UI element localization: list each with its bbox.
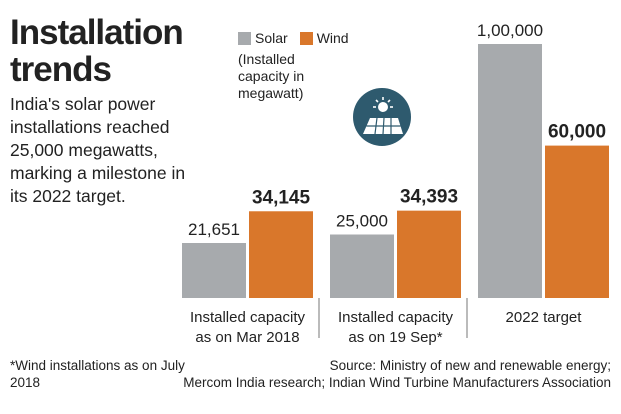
legend: Solar Wind (Installed capacity in megawa… bbox=[238, 30, 361, 102]
bar-wind-3 bbox=[545, 145, 609, 298]
category-label-2-line-2: as on 19 Sep* bbox=[348, 329, 442, 346]
source-line-2: Mercom India research; Indian Wind Turbi… bbox=[183, 375, 611, 390]
title-line-1: Installation bbox=[10, 13, 184, 52]
source-note: Source: Ministry of new and renewable en… bbox=[183, 357, 611, 391]
bar-wind-2 bbox=[397, 210, 461, 298]
source-line-1: Source: Ministry of new and renewable en… bbox=[329, 358, 611, 373]
category-label-1-line-1: Installed capacity bbox=[190, 309, 306, 326]
x-axis-labels: Installed capacity as on Mar 2018 Installe… bbox=[190, 298, 582, 346]
category-label-3-line-1: 2022 target bbox=[506, 309, 583, 326]
data-label-wind-1: 34,145 bbox=[252, 187, 311, 208]
bar-solar-2 bbox=[330, 234, 394, 298]
bars-group: 21,651 34,145 25,000 34,393 1,00,000 60,000 bbox=[182, 21, 609, 298]
title-line-2: trends bbox=[10, 50, 112, 89]
data-label-wind-2: 34,393 bbox=[400, 187, 458, 208]
legend-item-solar: Solar bbox=[238, 30, 288, 46]
data-label-solar-3: 1,00,000 bbox=[477, 21, 543, 40]
footnote: *Wind installations as on July 2018 bbox=[10, 358, 185, 390]
legend-unit-note: (Installed capacity in megawatt) bbox=[238, 51, 305, 101]
legend-label-solar: Solar bbox=[255, 30, 288, 46]
chart-subtitle: India's solar power installations reache… bbox=[10, 94, 186, 206]
legend-item-wind: Wind bbox=[299, 30, 349, 46]
chart-title: Installation trends bbox=[10, 13, 184, 89]
legend-label-wind: Wind bbox=[316, 30, 349, 46]
bar-solar-1 bbox=[182, 243, 246, 298]
bar-wind-1 bbox=[249, 211, 313, 298]
data-label-solar-1: 21,651 bbox=[188, 220, 240, 239]
solar-panel-sun-icon bbox=[353, 88, 411, 146]
category-label-1-line-2: as on Mar 2018 bbox=[195, 329, 299, 346]
bar-solar-3 bbox=[478, 44, 542, 298]
legend-swatch-solar bbox=[238, 31, 251, 45]
category-label-2-line-1: Installed capacity bbox=[338, 309, 454, 326]
legend-swatch-wind bbox=[299, 31, 313, 45]
data-label-wind-3: 60,000 bbox=[548, 122, 606, 143]
data-label-solar-2: 25,000 bbox=[336, 212, 388, 231]
